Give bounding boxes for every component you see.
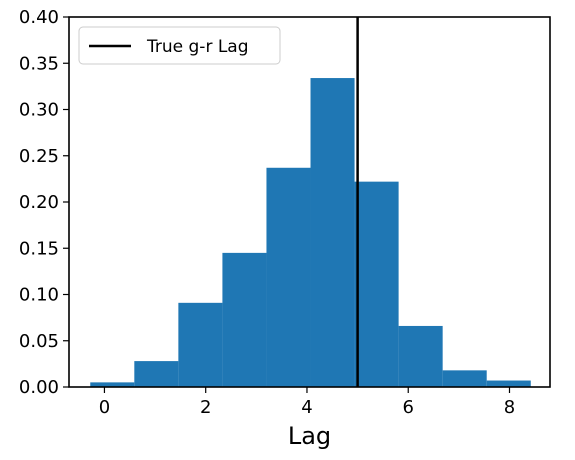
histogram-bar-2 [178,302,223,387]
y-tick-label-0.20: 0.20 [19,192,59,213]
histogram-bar-5 [310,78,355,388]
histogram-bar-3 [222,252,267,387]
legend-box [78,26,281,65]
y-tick-label-0.40: 0.40 [19,7,59,28]
y-tick-label-0.25: 0.25 [19,146,59,167]
y-tick-label-0.30: 0.30 [19,100,59,121]
y-tick-label-0.00: 0.00 [19,377,59,398]
x-tick-label-4: 4 [301,397,312,418]
y-axis-ticks: 0.00 0.05 0.10 0.15 0.20 0.25 0.30 0.35 0.40 [19,7,69,398]
x-tick-label-6: 6 [403,397,414,418]
histogram-bar-0 [90,382,135,387]
histogram-bar-1 [134,361,179,387]
x-tick-label-2: 2 [200,397,211,418]
legend: True g-r Lag [78,26,281,65]
histogram-bar-6 [354,181,399,387]
x-tick-label-8: 8 [504,397,515,418]
histogram-bar-8 [442,370,487,387]
histogram-bars [90,78,531,388]
histogram-bar-9 [486,380,531,387]
y-tick-label-0.10: 0.10 [19,285,59,306]
histogram-bar-4 [266,167,311,387]
y-tick-label-0.05: 0.05 [19,331,59,352]
x-axis-ticks: 0 2 4 6 8 [99,387,515,418]
x-axis-label: Lag [288,422,331,450]
legend-entry-true-g-r-lag: True g-r Lag [146,37,249,57]
y-tick-label-0.15: 0.15 [19,238,59,259]
y-tick-label-0.35: 0.35 [19,53,59,74]
x-tick-label-0: 0 [99,397,110,418]
histogram-bar-7 [398,325,443,387]
